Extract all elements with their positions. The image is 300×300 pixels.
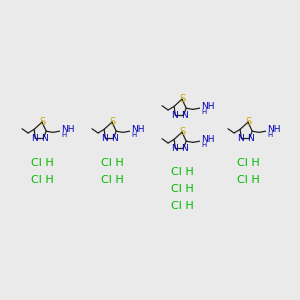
Text: Cl H: Cl H	[31, 158, 53, 168]
Text: H: H	[131, 132, 137, 138]
Text: H: H	[202, 109, 207, 115]
Text: S: S	[39, 117, 45, 127]
Text: S: S	[179, 94, 185, 104]
Text: NH: NH	[61, 125, 75, 134]
Text: S: S	[179, 127, 185, 137]
Text: NH: NH	[202, 135, 215, 144]
Text: Cl H: Cl H	[171, 201, 194, 211]
Text: H: H	[268, 132, 273, 138]
Text: Cl H: Cl H	[100, 175, 123, 185]
Text: N: N	[171, 111, 178, 120]
Text: NH: NH	[131, 125, 145, 134]
Text: Cl H: Cl H	[237, 158, 260, 168]
Text: NH: NH	[268, 125, 281, 134]
Text: N: N	[31, 134, 38, 143]
Text: S: S	[109, 117, 115, 127]
Text: N: N	[111, 134, 118, 143]
Text: H: H	[202, 142, 207, 148]
Text: Cl H: Cl H	[171, 167, 194, 177]
Text: S: S	[245, 117, 251, 127]
Text: N: N	[181, 144, 188, 153]
Text: N: N	[171, 144, 178, 153]
Text: N: N	[237, 134, 244, 143]
Text: Cl H: Cl H	[171, 184, 194, 194]
Text: NH: NH	[202, 102, 215, 111]
Text: Cl H: Cl H	[100, 158, 123, 168]
Text: Cl H: Cl H	[237, 175, 260, 185]
Text: N: N	[101, 134, 108, 143]
Text: H: H	[61, 132, 67, 138]
Text: N: N	[181, 111, 188, 120]
Text: N: N	[41, 134, 48, 143]
Text: Cl H: Cl H	[31, 175, 53, 185]
Text: N: N	[247, 134, 253, 143]
